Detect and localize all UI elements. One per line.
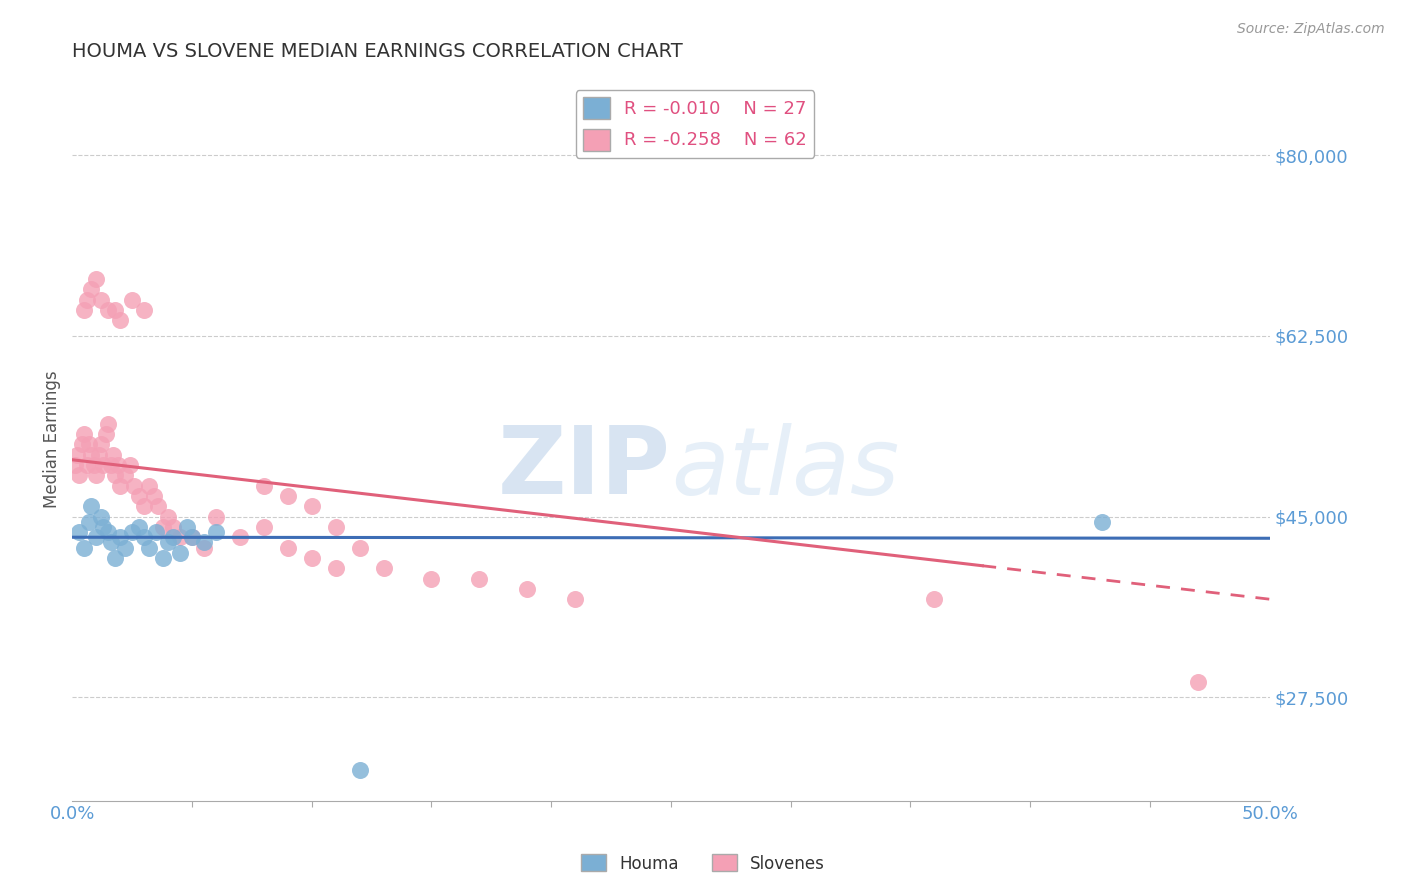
Point [100, 458, 122, 472]
Text: ZIP: ZIP [498, 422, 671, 514]
Point [253, 478, 276, 492]
Point [84, 530, 107, 544]
Point [253, 520, 276, 534]
Point [162, 520, 184, 534]
Point [176, 520, 198, 534]
Point [132, 500, 155, 514]
Point [84, 468, 107, 483]
Point [132, 530, 155, 544]
Point [104, 303, 127, 318]
Point [516, 582, 538, 596]
Point [301, 500, 323, 514]
Point [66, 448, 89, 462]
Point [93, 458, 115, 472]
Point [77, 515, 100, 529]
Point [104, 550, 127, 565]
Point [420, 572, 443, 586]
Point [80, 500, 103, 514]
Point [97, 303, 120, 318]
Point [90, 437, 112, 451]
Point [142, 489, 165, 503]
Point [121, 293, 143, 307]
Point [169, 546, 191, 560]
Point [73, 303, 96, 318]
Point [325, 520, 347, 534]
Point [107, 458, 129, 472]
Point [132, 303, 155, 318]
Point [468, 572, 491, 586]
Point [73, 541, 96, 555]
Y-axis label: Median Earnings: Median Earnings [44, 370, 60, 508]
Point [152, 520, 174, 534]
Point [108, 313, 131, 327]
Point [124, 478, 146, 492]
Point [80, 282, 103, 296]
Point [205, 509, 228, 524]
Point [80, 448, 103, 462]
Point [108, 478, 131, 492]
Point [93, 520, 115, 534]
Legend: Houma, Slovenes: Houma, Slovenes [574, 847, 832, 880]
Point [924, 592, 946, 607]
Point [67, 468, 90, 483]
Point [90, 293, 112, 307]
Point [100, 535, 122, 549]
Point [70, 437, 93, 451]
Point [76, 458, 98, 472]
Point [169, 530, 191, 544]
Point [229, 530, 252, 544]
Point [277, 489, 299, 503]
Point [118, 458, 141, 472]
Point [63, 458, 86, 472]
Legend: R = -0.010    N = 27, R = -0.258    N = 62: R = -0.010 N = 27, R = -0.258 N = 62 [575, 90, 814, 158]
Point [349, 763, 371, 777]
Point [301, 550, 323, 565]
Point [94, 426, 117, 441]
Point [181, 530, 204, 544]
Text: atlas: atlas [671, 423, 900, 514]
Point [373, 561, 395, 575]
Text: HOUMA VS SLOVENE MEDIAN EARNINGS CORRELATION CHART: HOUMA VS SLOVENE MEDIAN EARNINGS CORRELA… [72, 42, 683, 61]
Point [104, 468, 127, 483]
Point [114, 541, 136, 555]
Point [114, 468, 136, 483]
Text: Source: ZipAtlas.com: Source: ZipAtlas.com [1237, 22, 1385, 37]
Point [157, 535, 180, 549]
Point [83, 458, 105, 472]
Point [325, 561, 347, 575]
Point [90, 509, 112, 524]
Point [193, 541, 215, 555]
Point [145, 524, 167, 539]
Point [1187, 674, 1209, 689]
Point [564, 592, 586, 607]
Point [121, 524, 143, 539]
Point [97, 417, 120, 431]
Point [108, 530, 131, 544]
Point [87, 448, 110, 462]
Point [76, 293, 98, 307]
Point [73, 426, 96, 441]
Point [128, 489, 150, 503]
Point [349, 541, 371, 555]
Point [77, 437, 100, 451]
Point [1091, 515, 1114, 529]
Point [162, 530, 184, 544]
Point [193, 535, 215, 549]
Point [84, 272, 107, 286]
Point [128, 520, 150, 534]
Point [138, 541, 160, 555]
Point [97, 524, 120, 539]
Point [205, 524, 228, 539]
Point [138, 478, 160, 492]
Point [152, 550, 174, 565]
Point [67, 524, 90, 539]
Point [148, 500, 170, 514]
Point [101, 448, 124, 462]
Point [157, 509, 180, 524]
Point [277, 541, 299, 555]
Point [181, 530, 204, 544]
